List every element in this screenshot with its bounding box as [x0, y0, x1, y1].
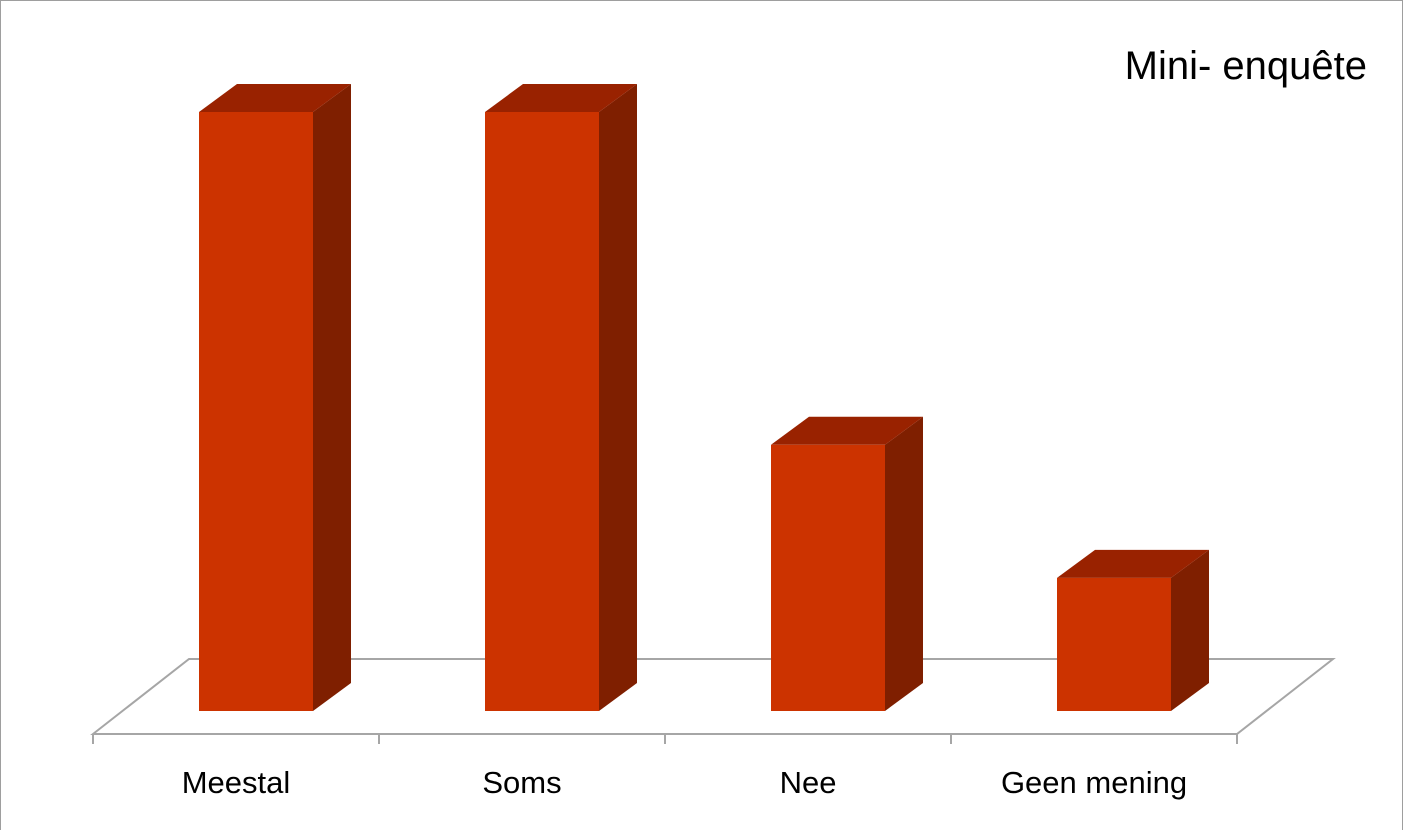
bar-front [771, 444, 885, 711]
chart-floor [90, 658, 1336, 744]
bar-top [771, 416, 923, 445]
bar-top [199, 84, 351, 112]
category-labels: Meestal Soms Nee Geen mening [182, 765, 1187, 800]
bar-side [313, 84, 351, 711]
bar-top [1057, 549, 1209, 578]
category-label: Geen mening [1001, 765, 1187, 800]
bar-side [599, 84, 637, 711]
bar-side [885, 416, 923, 711]
bar-4 [1057, 549, 1209, 711]
bar-top [485, 84, 637, 112]
bar-side [1171, 549, 1209, 711]
bar-1 [199, 84, 351, 711]
floor-outline [90, 658, 1336, 735]
category-label: Meestal [182, 765, 291, 800]
bar-front [199, 112, 313, 711]
chart-title: Mini- enquête [1125, 44, 1367, 88]
bar-2 [485, 84, 637, 711]
category-label: Soms [482, 765, 561, 800]
bar-front [485, 112, 599, 711]
category-label: Nee [780, 765, 837, 800]
bars-group [199, 84, 1209, 711]
bar-front [1057, 577, 1171, 711]
bar-3 [771, 416, 923, 711]
